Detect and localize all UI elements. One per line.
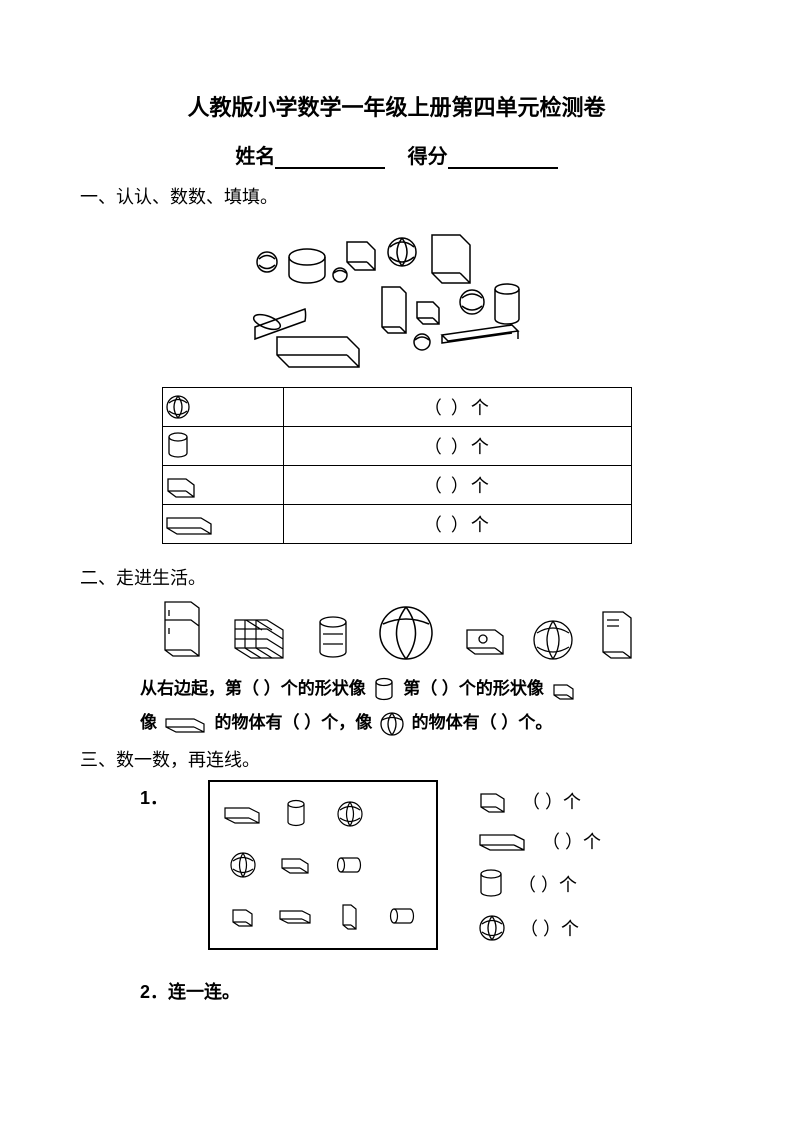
list-item: （ ）个 [478, 788, 601, 814]
q3-sub1-label: 1． [140, 780, 168, 810]
name-label: 姓名 [235, 146, 275, 168]
count-table: （ ）个 （ ）个 （ ）个 （ ）个 [162, 387, 632, 544]
cube-icon [478, 788, 508, 814]
cylinder-inline-icon [372, 677, 396, 703]
sphere-icon [228, 850, 258, 880]
row-icon-cuboid [162, 505, 284, 544]
q3-sub2-label: 2．连一连。 [80, 978, 713, 1004]
table-row: （ ）个 [162, 388, 631, 427]
q3-right-list: （ ）个 （ ）个 （ ）个 （ ）个 [478, 780, 601, 942]
section2-heading: 二、走进生活。 [80, 564, 713, 590]
score-blank[interactable] [448, 151, 558, 169]
sphere-icon [478, 914, 506, 942]
cube-icon [230, 904, 256, 928]
page-title: 人教版小学数学一年级上册第四单元检测卷 [80, 90, 713, 122]
row-blank[interactable]: （ ）个 [284, 388, 631, 427]
section1-heading: 一、认认、数数、填填。 [80, 183, 713, 209]
cylinder-lying-icon [388, 906, 418, 926]
count-blank[interactable]: （ ）个 [522, 788, 581, 814]
worksheet-page: 人教版小学数学一年级上册第四单元检测卷 姓名 得分 一、认认、数数、填填。 [0, 0, 793, 1122]
q3-shape-box [208, 780, 438, 950]
cylinder-icon [285, 799, 307, 829]
row-blank[interactable]: （ ）个 [284, 427, 631, 466]
table-row: （ ）个 [162, 505, 631, 544]
cuboid-icon [223, 803, 263, 825]
volleyball-icon [531, 618, 575, 662]
name-blank[interactable] [275, 151, 385, 169]
q2-text-1a: 从右边起，第（ ）个的形状像 [140, 679, 366, 698]
cube-inline-icon [551, 679, 577, 701]
row-icon-cylinder [162, 427, 284, 466]
sphere-icon [335, 799, 365, 829]
count-blank[interactable]: （ ）个 [520, 915, 579, 941]
q2-text-1b: 第（ ）个的形状像 [403, 679, 544, 698]
computer-tower-icon [599, 608, 635, 662]
q3-container: 1． （ ）个 （ ）个 [80, 780, 713, 950]
cylinder-lying-icon [335, 855, 365, 875]
count-blank[interactable]: （ ）个 [542, 828, 601, 854]
sphere-inline-icon [379, 711, 405, 737]
name-score-line: 姓名 得分 [80, 140, 713, 169]
cuboid-icon [478, 830, 528, 852]
row-blank[interactable]: （ ）个 [284, 466, 631, 505]
row-icon-cube [162, 466, 284, 505]
count-blank[interactable]: （ ）个 [518, 871, 577, 897]
objects-row [80, 598, 713, 662]
cuboid-icon [278, 907, 314, 925]
row-icon-sphere [162, 388, 284, 427]
rubiks-cube-icon [229, 606, 289, 662]
cuboid-icon [280, 855, 312, 875]
section2-question: 从右边起，第（ ）个的形状像 第（ ）个的形状像 像 的物体有（ ）个，像 的物… [80, 672, 713, 740]
q2-text-2c: 的物体有（ ）个。 [412, 713, 553, 732]
list-item: （ ）个 [478, 914, 601, 942]
cuboid-inline-icon [164, 714, 208, 734]
q2-text-2a: 像 [140, 713, 157, 732]
table-row: （ ）个 [162, 427, 631, 466]
score-label: 得分 [408, 146, 448, 168]
ball-large-icon [377, 604, 435, 662]
q2-text-2b: 的物体有（ ）个，像 [214, 713, 372, 732]
shapes-collection-illustration [207, 217, 587, 377]
section3-heading: 三、数一数，再连线。 [80, 746, 713, 772]
row-blank[interactable]: （ ）个 [284, 505, 631, 544]
can-icon [313, 614, 353, 662]
table-row: （ ）个 [162, 466, 631, 505]
cylinder-icon [478, 868, 504, 900]
fridge-icon [159, 598, 205, 662]
cuboid-tall-icon [341, 901, 359, 931]
book-icon [459, 622, 507, 662]
list-item: （ ）个 [478, 828, 601, 854]
list-item: （ ）个 [478, 868, 601, 900]
